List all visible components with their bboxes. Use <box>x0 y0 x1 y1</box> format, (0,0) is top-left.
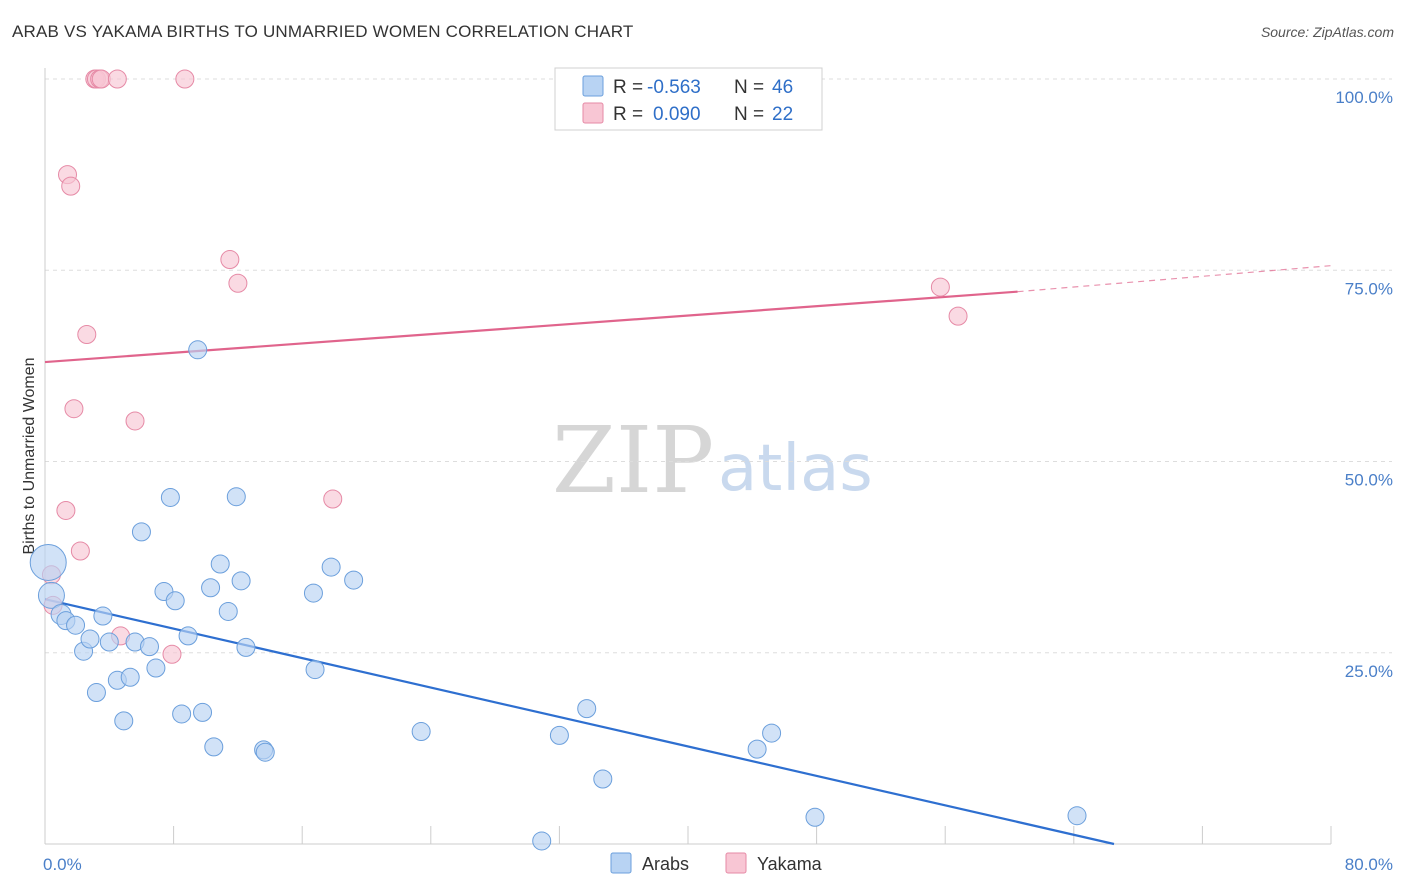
point-yakama-18 <box>228 273 248 293</box>
point-arabs-30 <box>236 637 256 657</box>
point-yakama-7 <box>77 325 97 345</box>
point-yakama-11 <box>91 69 111 89</box>
y-tick-label-3: 100.0% <box>1335 88 1393 107</box>
point-arabs-20 <box>172 704 192 724</box>
point-arabs-8 <box>93 606 113 626</box>
point-arabs-15 <box>139 637 159 657</box>
gridlines <box>45 78 1392 654</box>
point-arabs-33 <box>303 583 323 603</box>
y-tick-label-2: 75.0% <box>1345 279 1393 298</box>
series-legend: Arabs Yakama <box>610 852 823 874</box>
y-axis-label: Births to Unmarried Women <box>21 357 38 554</box>
legend-swatch-arabs <box>582 75 604 97</box>
point-arabs-11 <box>114 711 134 731</box>
point-arabs-28 <box>226 487 246 507</box>
legend-r-label-arabs: R = <box>613 77 643 98</box>
point-arabs-25 <box>204 737 224 757</box>
point-arabs-27 <box>218 601 238 621</box>
axes <box>44 68 1332 845</box>
point-arabs-34 <box>305 660 325 680</box>
point-arabs-12 <box>120 667 140 687</box>
tick-labels: 25.0% 50.0% 75.0% 100.0% 0.0% 80.0% <box>43 88 1393 874</box>
trend-line-extension-yakama <box>1017 265 1332 293</box>
point-arabs-35 <box>321 557 341 577</box>
chart-source: Source: ZipAtlas.com <box>1260 24 1394 40</box>
point-arabs-37 <box>411 722 431 742</box>
point-arabs-14 <box>131 522 151 542</box>
point-arabs-26 <box>210 554 230 574</box>
point-yakama-14 <box>125 411 145 431</box>
legend-n-label-yakama: N = <box>734 104 764 125</box>
trend-lines <box>44 265 1332 846</box>
series-legend-swatch-yakama <box>725 852 747 874</box>
legend-n-label-arabs: N = <box>734 77 764 98</box>
point-arabs-42 <box>747 739 767 759</box>
data-points <box>29 69 1087 851</box>
point-arabs-7 <box>86 683 106 703</box>
point-arabs-6 <box>80 629 100 649</box>
x-tick-label-0: 0.0% <box>43 855 82 874</box>
point-arabs-32 <box>255 742 275 762</box>
legend-swatch-yakama <box>582 102 604 124</box>
point-arabs-18 <box>160 487 180 507</box>
point-arabs-4 <box>66 615 86 635</box>
point-yakama-2 <box>56 500 76 520</box>
watermark-atlas: atlas <box>718 432 873 506</box>
point-yakama-19 <box>323 489 343 509</box>
point-yakama-15 <box>162 644 182 664</box>
point-yakama-4 <box>61 176 81 196</box>
correlation-legend: R = -0.563 N = 46 R = 0.090 N = 22 <box>554 67 823 131</box>
point-arabs-22 <box>188 340 208 360</box>
point-yakama-5 <box>64 399 84 419</box>
point-arabs-0 <box>29 543 67 581</box>
legend-r-label-yakama: R = <box>613 104 643 125</box>
point-arabs-16 <box>146 658 166 678</box>
point-arabs-36 <box>344 570 364 590</box>
watermark-zip: ZIP <box>552 407 714 514</box>
point-arabs-21 <box>178 626 198 646</box>
point-arabs-1 <box>37 581 65 609</box>
point-arabs-43 <box>762 723 782 743</box>
series-legend-swatch-arabs <box>610 852 632 874</box>
y-tick-label-0: 25.0% <box>1345 662 1393 681</box>
point-arabs-23 <box>193 702 213 722</box>
point-yakama-21 <box>948 306 968 326</box>
point-yakama-16 <box>175 69 195 89</box>
trend-line-arabs <box>44 598 1115 846</box>
chart-title: ARAB VS YAKAMA BIRTHS TO UNMARRIED WOMEN… <box>12 22 634 41</box>
point-arabs-45 <box>1067 806 1087 826</box>
point-arabs-24 <box>201 578 221 598</box>
point-yakama-12 <box>107 69 127 89</box>
point-yakama-6 <box>70 541 90 561</box>
point-arabs-39 <box>549 725 569 745</box>
legend-r-value-yakama: 0.090 <box>653 104 701 125</box>
point-arabs-41 <box>593 769 613 789</box>
point-yakama-17 <box>220 250 240 270</box>
point-yakama-20 <box>930 277 950 297</box>
point-arabs-38 <box>532 831 552 851</box>
legend-n-value-yakama: 22 <box>772 104 793 125</box>
series-legend-label-arabs: Arabs <box>642 854 689 874</box>
point-arabs-19 <box>165 591 185 611</box>
series-legend-label-yakama: Yakama <box>757 854 823 874</box>
point-arabs-40 <box>577 699 597 719</box>
legend-n-value-arabs: 46 <box>772 77 793 98</box>
y-tick-label-1: 50.0% <box>1345 471 1393 490</box>
x-tick-label-1: 80.0% <box>1345 855 1393 874</box>
point-arabs-44 <box>805 807 825 827</box>
watermark: ZIP atlas <box>552 407 873 514</box>
point-arabs-29 <box>231 571 251 591</box>
point-arabs-9 <box>99 632 119 652</box>
legend-r-value-arabs: -0.563 <box>647 77 701 98</box>
